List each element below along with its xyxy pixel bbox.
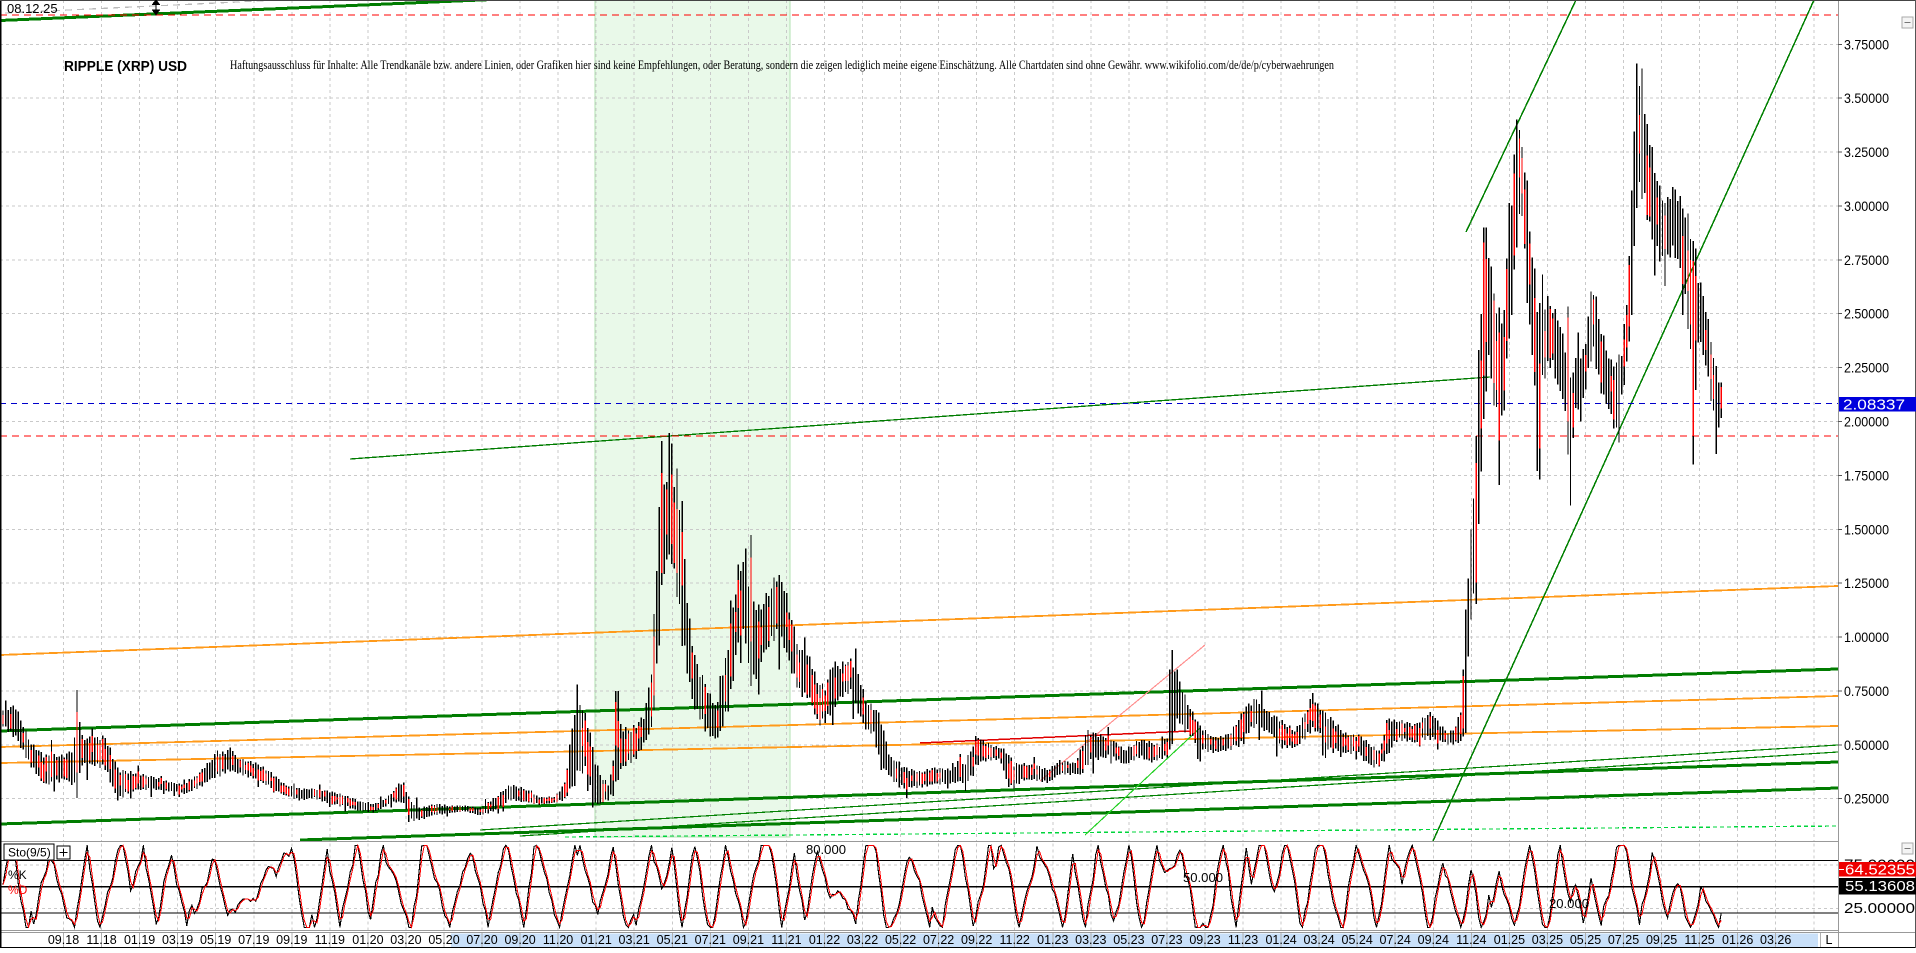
svg-text:1.00000: 1.00000 <box>1844 629 1889 645</box>
svg-text:07.20: 07.20 <box>466 933 497 947</box>
svg-text:09.18: 09.18 <box>48 933 79 947</box>
svg-text:05.19: 05.19 <box>200 933 231 947</box>
svg-text:11.25: 11.25 <box>1684 933 1714 947</box>
svg-text:07.19: 07.19 <box>238 933 269 947</box>
svg-text:%K: %K <box>8 868 27 882</box>
svg-text:3.50000: 3.50000 <box>1844 90 1889 106</box>
svg-text:11.18: 11.18 <box>86 933 116 947</box>
svg-text:09.22: 09.22 <box>961 933 992 947</box>
svg-text:07.25: 07.25 <box>1608 933 1639 947</box>
svg-text:07.21: 07.21 <box>695 933 726 947</box>
svg-text:3.75000: 3.75000 <box>1844 36 1889 52</box>
svg-text:03.21: 03.21 <box>619 933 650 947</box>
svg-text:01.22: 01.22 <box>809 933 840 947</box>
svg-text:03.22: 03.22 <box>847 933 878 947</box>
svg-text:03.25: 03.25 <box>1532 933 1563 947</box>
svg-text:L: L <box>1826 933 1833 947</box>
svg-text:11.24: 11.24 <box>1456 933 1486 947</box>
svg-text:Sto(9/5): Sto(9/5) <box>8 846 51 860</box>
svg-text:05.21: 05.21 <box>657 933 688 947</box>
svg-text:09.24: 09.24 <box>1418 933 1449 947</box>
svg-text:1.75000: 1.75000 <box>1844 467 1889 483</box>
svg-text:1.25000: 1.25000 <box>1844 575 1889 591</box>
svg-text:05.24: 05.24 <box>1342 933 1373 947</box>
svg-text:05.23: 05.23 <box>1113 933 1144 947</box>
svg-text:2.50000: 2.50000 <box>1844 306 1889 322</box>
svg-text:11.20: 11.20 <box>543 933 573 947</box>
svg-text:1.50000: 1.50000 <box>1844 521 1889 537</box>
svg-text:05.25: 05.25 <box>1570 933 1601 947</box>
svg-text:03.23: 03.23 <box>1075 933 1106 947</box>
svg-text:0.25000: 0.25000 <box>1844 791 1889 807</box>
svg-text:08.12.25: 08.12.25 <box>7 1 58 16</box>
svg-text:01.23: 01.23 <box>1037 933 1068 947</box>
svg-text:2.08337: 2.08337 <box>1843 398 1905 414</box>
svg-text:11.21: 11.21 <box>771 933 801 947</box>
svg-text:RIPPLE (XRP) USD: RIPPLE (XRP) USD <box>64 58 187 75</box>
svg-text:01.26: 01.26 <box>1722 933 1753 947</box>
svg-text:11.22: 11.22 <box>1000 933 1030 947</box>
svg-text:50.000: 50.000 <box>1183 870 1223 885</box>
svg-text:01.25: 01.25 <box>1494 933 1525 947</box>
svg-text:2.25000: 2.25000 <box>1844 360 1889 376</box>
svg-text:09.21: 09.21 <box>733 933 764 947</box>
svg-text:09.23: 09.23 <box>1189 933 1220 947</box>
svg-text:05.20: 05.20 <box>428 933 459 947</box>
svg-text:03.26: 03.26 <box>1760 933 1791 947</box>
svg-text:05.22: 05.22 <box>885 933 916 947</box>
svg-text:11.19: 11.19 <box>315 933 345 947</box>
svg-text:07.23: 07.23 <box>1151 933 1182 947</box>
svg-text:03.24: 03.24 <box>1303 933 1334 947</box>
svg-text:%D: %D <box>8 883 28 897</box>
svg-text:09.25: 09.25 <box>1646 933 1677 947</box>
svg-text:55.13608: 55.13608 <box>1845 879 1915 895</box>
svg-text:01.24: 01.24 <box>1265 933 1296 947</box>
svg-text:03.19: 03.19 <box>162 933 193 947</box>
svg-text:2.75000: 2.75000 <box>1844 252 1889 268</box>
svg-text:09.20: 09.20 <box>504 933 535 947</box>
svg-text:03.20: 03.20 <box>390 933 421 947</box>
svg-text:11.23: 11.23 <box>1228 933 1258 947</box>
svg-text:80.000: 80.000 <box>806 842 846 857</box>
svg-text:20.000: 20.000 <box>1549 896 1589 911</box>
svg-text:64.52355: 64.52355 <box>1845 863 1915 879</box>
svg-text:3.00000: 3.00000 <box>1844 198 1889 214</box>
svg-text:07.24: 07.24 <box>1380 933 1411 947</box>
svg-text:25.00000: 25.00000 <box>1844 900 1915 917</box>
svg-text:01.21: 01.21 <box>581 933 612 947</box>
svg-text:01.20: 01.20 <box>352 933 383 947</box>
svg-text:0.50000: 0.50000 <box>1844 737 1889 753</box>
svg-text:3.25000: 3.25000 <box>1844 144 1889 160</box>
svg-text:09.19: 09.19 <box>276 933 307 947</box>
svg-text:2.00000: 2.00000 <box>1844 414 1889 430</box>
svg-text:Haftungsausschluss für Inhalte: Haftungsausschluss für Inhalte: Alle Tre… <box>230 58 1335 72</box>
svg-text:0.75000: 0.75000 <box>1844 683 1889 699</box>
svg-text:01.19: 01.19 <box>124 933 155 947</box>
svg-text:07.22: 07.22 <box>923 933 954 947</box>
